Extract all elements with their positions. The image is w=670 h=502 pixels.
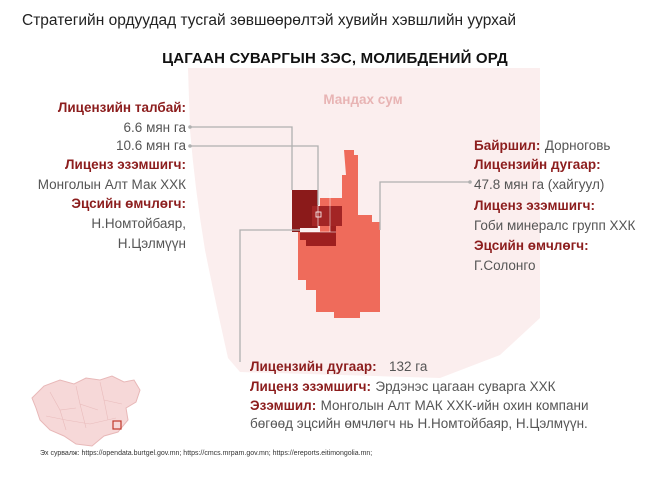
license-area-value-2: 10.6 мян га <box>116 138 186 153</box>
license-holder-value: Монголын Алт Мак ХХК <box>37 177 186 192</box>
bottom-ownership-label: Эзэмшил: <box>250 398 317 413</box>
license-holder-value-right: Гоби минералс групп ХХК <box>474 218 636 233</box>
exploration-parcel <box>298 150 380 318</box>
final-owner-label-right: Эцсийн өмчлөгч: <box>474 238 589 253</box>
bottom-ownership-value-2: бөгөөд эцсийн өмчлөгч нь Н.Номтойбаяр, Н… <box>250 416 588 431</box>
mongolia-inset-map <box>31 375 141 447</box>
license-area-value-1: 6.6 мян га <box>123 120 186 135</box>
bottom-ownership-row: Эзэмшил: Монголын Алт МАК ХХК-ийн охин к… <box>250 397 589 415</box>
mining-parcel-b <box>300 226 336 246</box>
license-number-label: Лицензийн дугаар: <box>474 157 601 172</box>
final-owner-label: Эцсийн өмчлөгч: <box>71 196 186 211</box>
bottom-holder-label: Лиценз эзэмшигч: <box>250 379 371 394</box>
mining-parcel-c <box>312 206 342 226</box>
bottom-license-row: Лицензийн дугаар: 132 га <box>250 358 427 376</box>
bottom-holder-value: Эрдэнэс цагаан суварга ХХК <box>375 379 556 394</box>
final-owner-value-right: Г.Солонго <box>474 258 536 273</box>
bottom-holder-row: Лиценз эзэмшигч: Эрдэнэс цагаан суварга … <box>250 378 555 396</box>
small-parcel <box>315 211 322 218</box>
mining-parcel-a <box>292 190 318 232</box>
soum-label: Мандах сум <box>323 92 402 107</box>
license-holder-label: Лиценз эзэмшигч: <box>65 157 186 172</box>
location-value: Дорноговь <box>544 138 611 153</box>
license-area-label: Лицензийн талбай: <box>57 100 186 115</box>
source-note: Эх сурвалж: https://opendata.burtgel.gov… <box>40 450 373 457</box>
license-holder-label-right: Лиценз эзэмшигч: <box>474 198 595 213</box>
location-label: Байршил: <box>474 138 541 153</box>
location-row: Байршил: Дорноговь <box>474 137 610 155</box>
location-marker <box>112 420 122 430</box>
page-title: Стратегийн ордуудад тусгай зөвшөөрөлтэй … <box>22 12 516 29</box>
bottom-license-value: 132 га <box>389 359 428 374</box>
deposit-title: ЦАГААН СУВАРГЫН ЗЭС, МОЛИБДЕНИЙ ОРД <box>162 50 508 67</box>
license-number-value: 47.8 мян га (хайгуул) <box>474 177 605 192</box>
leader-lines <box>190 126 470 362</box>
final-owner-value-1: Н.Номтойбаяр, <box>91 216 186 231</box>
final-owner-value-2: Н.Цэлмүүн <box>117 236 186 251</box>
bottom-license-label: Лицензийн дугаар: <box>250 359 377 374</box>
bottom-ownership-value-1: Монголын Алт МАК ХХК-ийн охин компани <box>320 398 589 413</box>
